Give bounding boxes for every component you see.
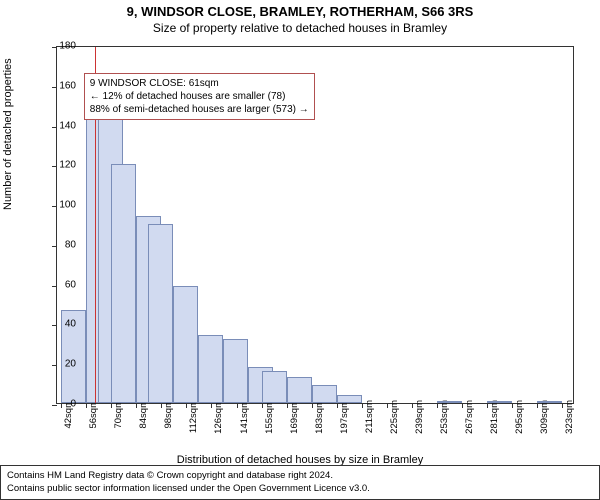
annotation-line: 88% of semi-detached houses are larger (…: [90, 103, 309, 116]
histogram-bar: [337, 395, 362, 403]
x-axis-label: Distribution of detached houses by size …: [0, 454, 600, 466]
ytick-label: 140: [46, 120, 76, 131]
ytick-label: 100: [46, 200, 76, 211]
ytick-label: 180: [46, 41, 76, 52]
xtick-label: 281sqm: [489, 400, 500, 440]
xtick-label: 239sqm: [414, 400, 425, 440]
ytick-label: 20: [46, 359, 76, 370]
annotation-line: 9 WINDSOR CLOSE: 61sqm: [90, 77, 309, 90]
xtick-label: 253sqm: [439, 400, 450, 440]
histogram-bar: [148, 224, 173, 403]
xtick-line: [211, 403, 212, 408]
xtick-line: [136, 403, 137, 408]
xtick-label: 84sqm: [138, 400, 149, 440]
chart-plot-area: 42sqm56sqm70sqm84sqm98sqm112sqm126sqm141…: [56, 46, 574, 404]
histogram-bar: [487, 401, 512, 403]
ytick-label: 80: [46, 239, 76, 250]
xtick-line: [186, 403, 187, 408]
footer-line-2: Contains public sector information licen…: [7, 483, 593, 495]
histogram-bar: [223, 339, 248, 403]
histogram-bar: [198, 335, 223, 403]
ytick-label: 40: [46, 319, 76, 330]
histogram-bar: [312, 385, 337, 403]
histogram-bar: [437, 401, 462, 403]
xtick-label: 70sqm: [113, 400, 124, 440]
histogram-bar: [262, 371, 287, 403]
histogram-bar: [111, 164, 136, 403]
xtick-label: 126sqm: [213, 400, 224, 440]
xtick-label: 183sqm: [314, 400, 325, 440]
xtick-label: 309sqm: [539, 400, 550, 440]
xtick-label: 169sqm: [289, 400, 300, 440]
xtick-label: 98sqm: [163, 400, 174, 440]
ytick-label: 120: [46, 160, 76, 171]
ytick-label: 160: [46, 80, 76, 91]
xtick-label: 295sqm: [514, 400, 525, 440]
title-sub: Size of property relative to detached ho…: [0, 19, 600, 35]
title-main: 9, WINDSOR CLOSE, BRAMLEY, ROTHERHAM, S6…: [0, 0, 600, 19]
xtick-line: [111, 403, 112, 408]
ytick-label: 60: [46, 279, 76, 290]
xtick-label: 267sqm: [464, 400, 475, 440]
xtick-label: 211sqm: [364, 400, 375, 440]
ytick-label: 0: [46, 399, 76, 410]
xtick-label: 225sqm: [389, 400, 400, 440]
xtick-line: [161, 403, 162, 408]
xtick-label: 141sqm: [239, 400, 250, 440]
footer-attribution: Contains HM Land Registry data © Crown c…: [0, 465, 600, 500]
xtick-label: 155sqm: [264, 400, 275, 440]
xtick-label: 323sqm: [564, 400, 575, 440]
histogram-bar: [173, 286, 198, 403]
histogram-bar: [537, 401, 562, 403]
histogram-bar: [287, 377, 312, 403]
xtick-label: 56sqm: [88, 400, 99, 440]
footer-line-1: Contains HM Land Registry data © Crown c…: [7, 470, 593, 482]
xtick-label: 112sqm: [188, 400, 199, 440]
annotation-line: ← 12% of detached houses are smaller (78…: [90, 90, 309, 103]
annotation-box: 9 WINDSOR CLOSE: 61sqm← 12% of detached …: [84, 73, 315, 120]
xtick-line: [86, 403, 87, 408]
y-axis-label: Number of detached properties: [2, 58, 14, 210]
xtick-label: 197sqm: [339, 400, 350, 440]
